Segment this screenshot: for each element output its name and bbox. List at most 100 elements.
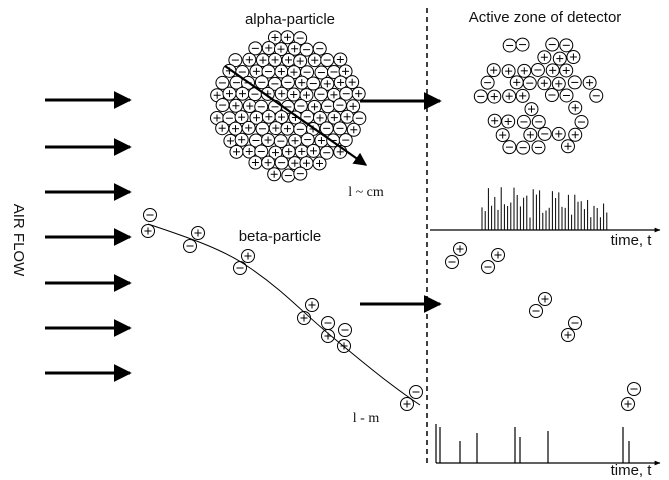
positive-ion (241, 249, 255, 263)
alpha-title: alpha-particle (245, 11, 335, 28)
negative-ion (222, 111, 237, 126)
beta-length: l - m (353, 411, 380, 426)
negative-ion (293, 166, 308, 181)
negative-ion (516, 114, 531, 129)
negative-ion (473, 89, 488, 104)
positive-ion (294, 75, 309, 90)
negative-ion (445, 255, 459, 269)
positive-ion (273, 42, 288, 57)
negative-ion (531, 114, 546, 129)
positive-ion (346, 99, 361, 114)
negative-ion (273, 134, 288, 149)
negative-ion (320, 99, 335, 114)
positive-ion (242, 52, 257, 67)
negative-ion (143, 208, 157, 222)
beta-track (147, 223, 421, 406)
negative-ion (627, 382, 641, 396)
beta-title: beta-particle (239, 228, 322, 245)
positive-ion (568, 100, 583, 115)
negative-ion (522, 76, 537, 91)
positive-ion (280, 30, 295, 45)
air-flow-label: AIR FLOW (10, 204, 27, 277)
positive-ion (267, 167, 282, 182)
positive-ion (621, 397, 635, 411)
positive-ion (345, 75, 360, 90)
positive-ion (234, 132, 249, 147)
negative-ion (254, 144, 269, 159)
negative-ion (313, 87, 328, 102)
positive-ion (312, 156, 327, 171)
positive-ion (235, 86, 250, 101)
negative-ion (248, 41, 263, 56)
positive-ion (274, 86, 289, 101)
negative-ion (352, 111, 367, 126)
negative-ion (559, 88, 574, 103)
pulses (439, 187, 630, 463)
positive-ion (537, 50, 552, 65)
positive-ion (293, 54, 308, 69)
positive-ion (351, 86, 366, 101)
positive-ion (524, 102, 539, 117)
positive-ion (268, 52, 283, 67)
positive-ion (274, 110, 289, 125)
positive-ion (501, 64, 516, 79)
positive-ion (306, 143, 321, 158)
negative-ion (332, 121, 347, 136)
negative-ion (281, 168, 296, 183)
negative-ion (274, 155, 289, 170)
positive-ion (346, 122, 361, 137)
negative-ion (326, 64, 341, 79)
negative-ion (480, 75, 495, 90)
negative-ion (530, 62, 545, 77)
positive-ion (294, 144, 309, 159)
time-label: time, t (611, 462, 653, 479)
positive-ion (248, 155, 263, 170)
negative-ion (502, 38, 517, 53)
negative-ion (300, 132, 315, 147)
negative-ion (574, 115, 589, 130)
positive-ion (551, 76, 566, 91)
negative-ion (233, 261, 247, 275)
negative-ion (567, 75, 582, 90)
positive-ion (297, 311, 311, 325)
positive-ion (487, 113, 502, 128)
positive-ion (215, 121, 230, 136)
positive-ion (280, 121, 295, 136)
positive-ion (261, 40, 276, 55)
positive-ion (242, 144, 257, 159)
positive-ion (552, 51, 567, 66)
alpha-track (224, 65, 368, 166)
positive-ion (299, 156, 314, 171)
negative-ion (332, 98, 347, 113)
negative-ion (183, 239, 197, 253)
positive-ion (229, 144, 244, 159)
positive-ion (234, 110, 249, 125)
positive-ion (560, 139, 575, 154)
positive-ion (268, 121, 283, 136)
negative-ion (544, 88, 559, 103)
negative-ion (215, 98, 230, 113)
negative-ion (320, 53, 335, 68)
positive-ion (453, 242, 467, 256)
positive-ion (307, 53, 322, 68)
negative-ion (215, 75, 230, 90)
negative-ion (568, 316, 582, 330)
negative-ion (537, 126, 552, 141)
negative-ion (481, 260, 495, 274)
positive-ion (487, 89, 502, 104)
negative-ion (529, 304, 543, 318)
positive-ion (582, 75, 597, 90)
positive-ion (501, 114, 516, 129)
positive-ion (559, 63, 574, 78)
positive-ion (495, 128, 510, 143)
negative-ion (293, 31, 308, 46)
positive-ion (400, 397, 414, 411)
negative-ion (280, 75, 295, 90)
positive-ion (286, 87, 301, 102)
positive-ion (537, 76, 552, 91)
negative-ion (228, 53, 243, 68)
positive-ion (568, 127, 583, 142)
positive-ion (545, 63, 560, 78)
positive-ion (321, 329, 335, 343)
